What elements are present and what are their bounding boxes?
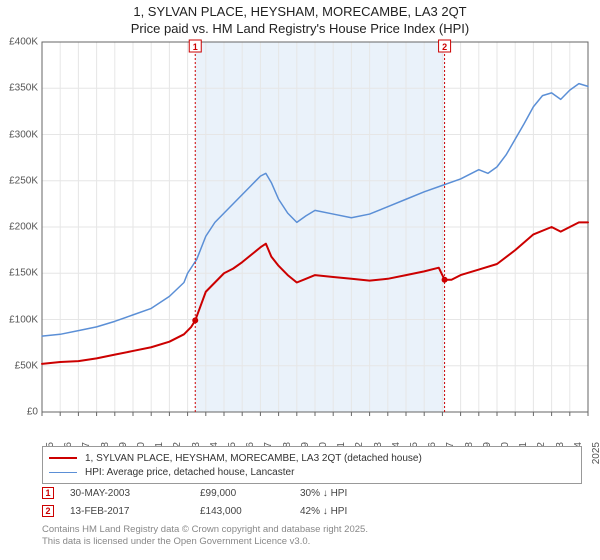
marker-date: 30-MAY-2003 <box>70 488 200 499</box>
chart-area: 12 <box>42 42 588 412</box>
y-tick-label: £0 <box>27 407 38 418</box>
legend-swatch <box>49 472 77 473</box>
y-axis: £0£50K£100K£150K£200K£250K£300K£350K£400… <box>0 42 40 412</box>
y-tick-label: £400K <box>9 37 38 48</box>
marker-badge-2: 2 <box>439 40 451 52</box>
footer-line1: Contains HM Land Registry data © Crown c… <box>42 524 582 536</box>
footer: Contains HM Land Registry data © Crown c… <box>42 524 582 548</box>
title-block: 1, SYLVAN PLACE, HEYSHAM, MORECAMBE, LA3… <box>0 0 600 36</box>
marker-pct: 42% ↓ HPI <box>300 506 410 517</box>
y-tick-label: £50K <box>15 360 38 371</box>
marker-badge: 2 <box>42 505 54 517</box>
marker-date: 13-FEB-2017 <box>70 506 200 517</box>
sale-markers-table: 1 30-MAY-2003£99,00030% ↓ HPI 2 13-FEB-2017… <box>42 484 582 520</box>
y-tick-label: £150K <box>9 268 38 279</box>
legend-label: 1, SYLVAN PLACE, HEYSHAM, MORECAMBE, LA3… <box>85 453 422 464</box>
legend-label: HPI: Average price, detached house, Lanc… <box>85 467 294 478</box>
marker-row: 1 30-MAY-2003£99,00030% ↓ HPI <box>42 484 582 502</box>
marker-badge-1: 1 <box>189 40 201 52</box>
legend-item: HPI: Average price, detached house, Lanc… <box>49 465 575 479</box>
marker-dot-1 <box>192 317 198 323</box>
legend: 1, SYLVAN PLACE, HEYSHAM, MORECAMBE, LA3… <box>42 446 582 484</box>
marker-pct: 30% ↓ HPI <box>300 488 410 499</box>
x-tick-label: 2025 <box>591 442 600 464</box>
svg-text:2: 2 <box>442 42 447 52</box>
y-tick-label: £250K <box>9 175 38 186</box>
marker-row: 2 13-FEB-2017£143,00042% ↓ HPI <box>42 502 582 520</box>
svg-text:1: 1 <box>193 42 198 52</box>
footer-line2: This data is licensed under the Open Gov… <box>42 536 582 548</box>
y-tick-label: £100K <box>9 314 38 325</box>
y-tick-label: £200K <box>9 222 38 233</box>
legend-item: 1, SYLVAN PLACE, HEYSHAM, MORECAMBE, LA3… <box>49 451 575 465</box>
marker-price: £99,000 <box>200 488 300 499</box>
y-tick-label: £350K <box>9 83 38 94</box>
chart-container: 1, SYLVAN PLACE, HEYSHAM, MORECAMBE, LA3… <box>0 0 600 560</box>
marker-dot-2 <box>442 277 448 283</box>
title-line1: 1, SYLVAN PLACE, HEYSHAM, MORECAMBE, LA3… <box>0 4 600 19</box>
marker-badge: 1 <box>42 487 54 499</box>
y-tick-label: £300K <box>9 129 38 140</box>
marker-price: £143,000 <box>200 506 300 517</box>
x-axis: 1995199619971998199920002001200220032004… <box>42 414 588 444</box>
legend-swatch <box>49 457 77 459</box>
chart-svg: 12 <box>42 42 588 412</box>
title-line2: Price paid vs. HM Land Registry's House … <box>0 21 600 36</box>
